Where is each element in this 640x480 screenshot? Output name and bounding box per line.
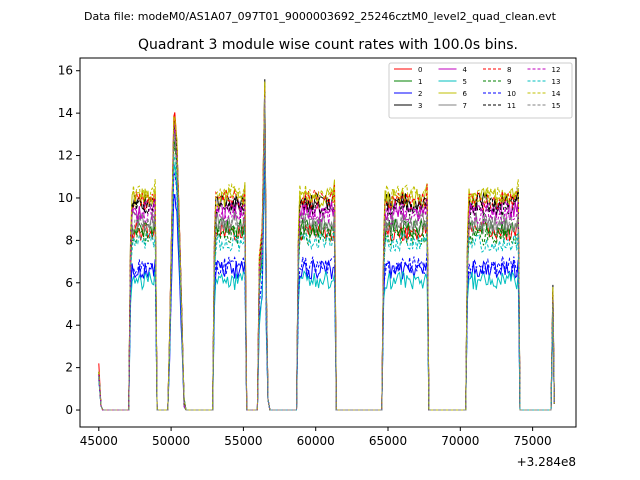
legend-label-9: 9 xyxy=(507,78,511,86)
legend-label-3: 3 xyxy=(418,102,422,110)
chart-title: Quadrant 3 module wise count rates with … xyxy=(138,37,518,53)
legend-label-4: 4 xyxy=(463,66,468,74)
y-axis: 0 2 4 6 8 10 12 14 16 xyxy=(58,64,80,417)
x-tick-label: 65000 xyxy=(369,434,407,448)
legend-label-0: 0 xyxy=(418,66,422,74)
series-layer xyxy=(98,79,555,411)
legend-label-10: 10 xyxy=(507,90,516,98)
series-line-module-14 xyxy=(98,81,555,411)
series-line-module-11 xyxy=(98,91,555,411)
y-tick-label: 12 xyxy=(58,149,73,163)
y-tick-label: 2 xyxy=(65,361,73,375)
legend-label-5: 5 xyxy=(463,78,467,86)
legend-label-12: 12 xyxy=(552,66,561,74)
series-line-module-2 xyxy=(98,134,555,411)
y-tick-label: 16 xyxy=(58,64,73,78)
y-tick-label: 4 xyxy=(65,318,73,332)
series-line-module-9 xyxy=(98,102,555,411)
series-line-module-15 xyxy=(98,98,555,411)
series-line-module-5 xyxy=(98,142,555,411)
series-line-module-1 xyxy=(98,96,555,411)
legend-box xyxy=(388,62,573,119)
x-tick-label: 70000 xyxy=(441,434,479,448)
x-axis-offset-label: +3.284e8 xyxy=(517,455,576,469)
legend-label-1: 1 xyxy=(418,78,422,86)
x-tick-label: 55000 xyxy=(224,434,262,448)
plot-area-frame xyxy=(79,57,577,428)
legend-label-14: 14 xyxy=(552,90,561,98)
x-axis: 45000 50000 55000 60000 65000 70000 75000 xyxy=(80,427,552,448)
series-line-module-7 xyxy=(98,94,555,411)
series-line-module-10 xyxy=(98,125,555,411)
legend-label-8: 8 xyxy=(507,66,511,74)
y-tick-label: 14 xyxy=(58,106,73,120)
legend-label-6: 6 xyxy=(463,90,468,98)
series-line-module-8 xyxy=(98,89,555,411)
series-line-module-4 xyxy=(98,87,555,411)
series-line-module-13 xyxy=(98,108,555,411)
series-line-module-3 xyxy=(98,79,555,411)
y-tick-label: 6 xyxy=(65,276,73,290)
y-tick-label: 0 xyxy=(65,403,73,417)
series-line-module-0 xyxy=(98,85,555,411)
series-line-module-6 xyxy=(98,83,555,411)
series-line-module-12 xyxy=(98,96,555,411)
legend-label-11: 11 xyxy=(507,102,516,110)
x-tick-label: 75000 xyxy=(514,434,552,448)
figure-suptitle: Data file: modeM0/AS1A07_097T01_90000036… xyxy=(84,10,557,23)
x-tick-label: 50000 xyxy=(152,434,190,448)
legend-label-2: 2 xyxy=(418,90,422,98)
x-tick-label: 60000 xyxy=(297,434,335,448)
legend-label-15: 15 xyxy=(552,102,561,110)
x-tick-label: 45000 xyxy=(80,434,118,448)
y-tick-label: 10 xyxy=(58,191,73,205)
legend-label-13: 13 xyxy=(552,78,561,86)
y-tick-label: 8 xyxy=(65,233,73,247)
legend-label-7: 7 xyxy=(463,102,467,110)
